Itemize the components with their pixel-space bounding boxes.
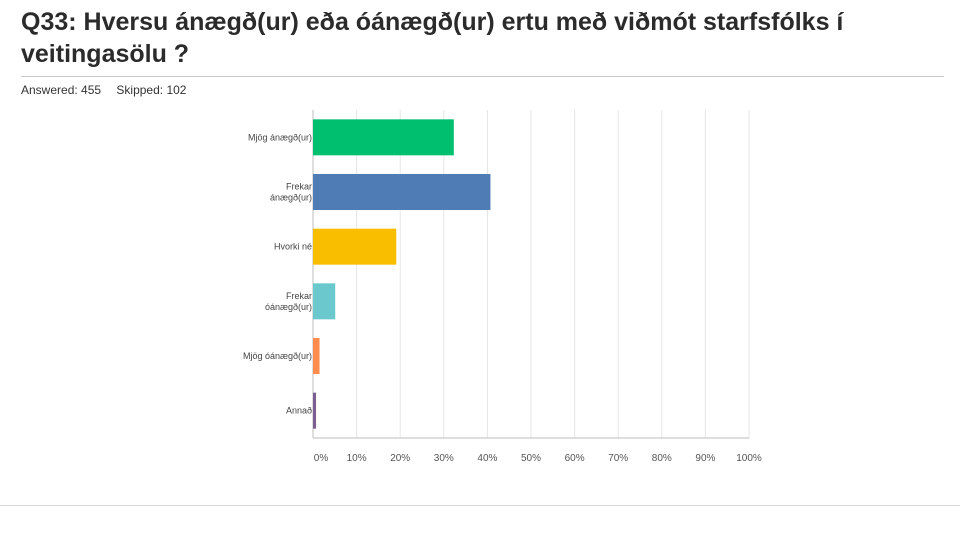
x-tick-labels: 0% 10% 20% 30% 40% 50% 60% 70% 80% 90% 100% [314, 453, 762, 464]
footer-divider [0, 505, 960, 506]
bars [313, 119, 491, 429]
category-label: Mjög ánægð(ur) [248, 132, 312, 142]
x-tick-label: 0% [314, 453, 329, 464]
x-tick-label: 30% [434, 453, 454, 464]
x-tick-label: 60% [565, 453, 585, 464]
bar [313, 228, 397, 265]
category-label: Frekar ánægð(ur) [270, 182, 312, 203]
category-label: Frekar óánægð(ur) [265, 291, 312, 312]
x-tick-label: 80% [652, 453, 672, 464]
question-title: Q33: Hversu ánægð(ur) eða óánægð(ur) ert… [21, 8, 844, 68]
title-divider [21, 76, 944, 77]
x-tick-label: 50% [521, 453, 541, 464]
category-label: Mjög óánægð(ur) [243, 351, 312, 361]
bar [313, 392, 317, 429]
x-tick-label: 10% [347, 453, 367, 464]
x-tick-label: 90% [695, 453, 715, 464]
category-labels: Mjög ánægð(ur) Frekar ánægð(ur) Hvorki né Fr… [243, 132, 312, 415]
grid-lines [312, 110, 750, 439]
x-tick-label: 100% [736, 453, 762, 464]
bar [313, 283, 336, 320]
response-stats: Answered: 455 Skipped: 102 [21, 83, 198, 97]
category-label: Hvorki né [274, 242, 312, 252]
x-tick-label: 70% [608, 453, 628, 464]
x-tick-label: 20% [390, 453, 410, 464]
category-label: Annað [286, 406, 312, 416]
skipped-count: Skipped: 102 [116, 83, 187, 97]
bar [313, 119, 454, 156]
x-tick-label: 40% [477, 453, 497, 464]
bar [313, 174, 491, 210]
answered-count: Answered: 455 [21, 83, 102, 97]
bar [313, 338, 320, 374]
